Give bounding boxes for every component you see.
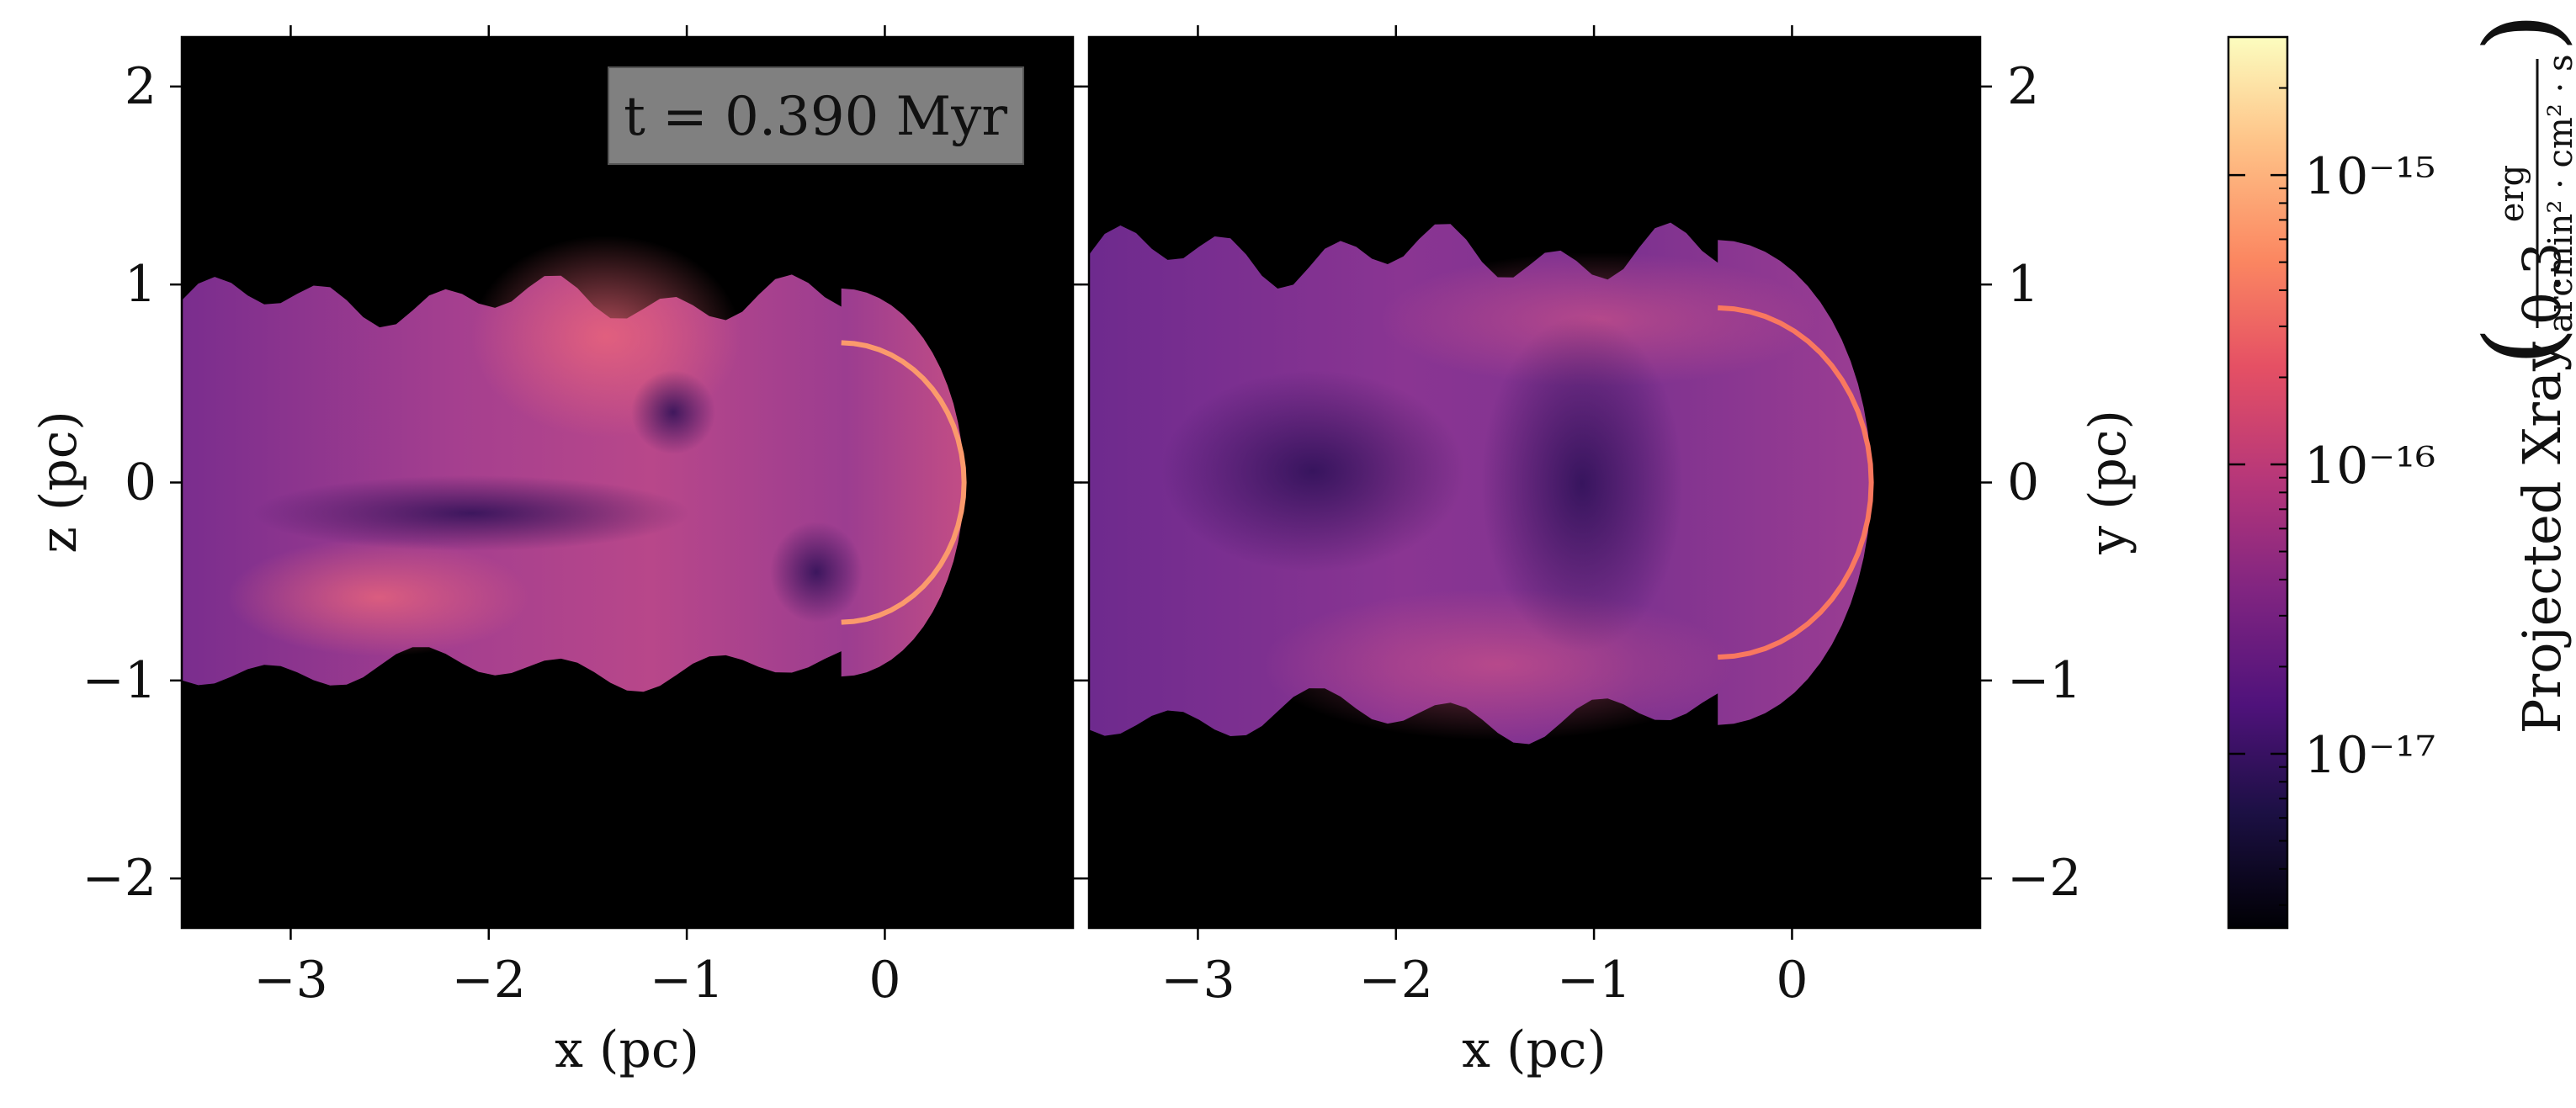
right-ticks: −3 −2 −1 0 −2 −1 0 1 2 [1081, 25, 2081, 1010]
unit-paren-open: ( [2464, 326, 2576, 366]
colorbar-unit: ( erg arcmin² · cm² · s ) [2464, 13, 2576, 366]
time-annotation-box [608, 66, 1024, 165]
left-panel: −3 −2 −1 0 −2 −1 0 1 2 t = 0.390 Myr x (pc) z (p… [29, 25, 1081, 1079]
unit-denominator: arcmin² · cm² · s [2541, 54, 2576, 332]
left-dark-core [252, 475, 690, 551]
colorbar-ticks: 10⁻¹⁷ 10⁻¹⁶ 10⁻¹⁵ [2228, 87, 2435, 906]
y-tick-label: 0 [2007, 453, 2039, 512]
unit-paren-close: ) [2464, 13, 2576, 52]
x-tick-label: −1 [1557, 951, 1631, 1010]
left-dark-pocket [770, 522, 863, 623]
right-plume [1089, 222, 1874, 745]
left-plume [182, 236, 967, 692]
y-tick-label: 1 [125, 255, 157, 314]
colorbar-tick-label: 10⁻¹⁶ [2304, 437, 2435, 496]
colorbar-tick-label: 10⁻¹⁵ [2304, 147, 2435, 206]
colorbar-gradient [2227, 35, 2289, 930]
left-ylabel: z (pc) [29, 411, 88, 554]
time-annotation: t = 0.390 Myr [608, 66, 1024, 165]
y-tick-label: −1 [82, 651, 157, 710]
right-dark-core-2 [1161, 370, 1464, 572]
colorbar: 10⁻¹⁷ 10⁻¹⁶ 10⁻¹⁵ Projected Xray 0.3 ( erg… [2227, 13, 2576, 930]
right-pink-lower [1262, 589, 1734, 740]
y-tick-label: 1 [2007, 255, 2039, 314]
y-tick-label: 2 [2007, 57, 2039, 116]
left-ticks: −3 −2 −1 0 −2 −1 0 1 2 [82, 25, 1081, 1010]
right-panel: −3 −2 −1 0 −2 −1 0 1 2 x (pc) y (pc) [1081, 25, 2138, 1079]
x-tick-label: −3 [1161, 951, 1235, 1010]
x-tick-label: −3 [253, 951, 327, 1010]
x-tick-label: −1 [650, 951, 724, 1010]
x-tick-label: 0 [868, 951, 900, 1010]
y-tick-label: −2 [2007, 849, 2081, 908]
left-hot-region-lower [227, 538, 530, 656]
y-tick-label: −1 [2007, 651, 2081, 710]
left-dark-pocket-2 [631, 370, 715, 454]
right-xlabel: x (pc) [1462, 1021, 1607, 1079]
left-xlabel: x (pc) [555, 1021, 699, 1079]
unit-numerator: erg [2493, 165, 2531, 222]
right-ylabel: y (pc) [2079, 410, 2138, 555]
y-tick-label: 0 [125, 453, 157, 512]
x-tick-label: 0 [1776, 951, 1808, 1010]
x-tick-label: −2 [452, 951, 526, 1010]
colorbar-tick-label: 10⁻¹⁷ [2304, 726, 2435, 785]
colorbar-label-text: Projected Xray 0.3 [2511, 242, 2573, 734]
y-tick-label: −2 [82, 849, 157, 908]
colorbar-label: Projected Xray 0.3 ( erg arcmin² · cm² ·… [2464, 13, 2576, 734]
right-bow-shock [1718, 305, 1874, 660]
time-annotation-text: t = 0.390 Myr [624, 86, 1007, 148]
x-tick-label: −2 [1359, 951, 1433, 1010]
y-tick-label: 2 [125, 57, 157, 116]
left-bow-shock [841, 340, 967, 625]
right-dark-core [1481, 315, 1683, 652]
